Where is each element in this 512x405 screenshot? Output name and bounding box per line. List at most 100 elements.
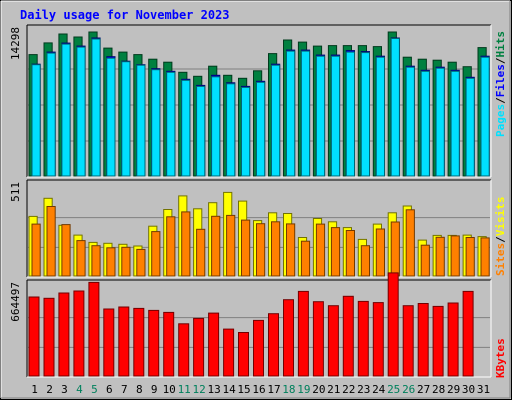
legend-pages: Pages	[494, 104, 507, 137]
bar-sites-day-8	[136, 248, 146, 277]
bar-pages-day-28	[435, 67, 445, 177]
bar-kbytes-day-15	[238, 332, 249, 377]
bar-kbytes-day-8	[133, 307, 145, 377]
bar-kbytes-day-6	[103, 308, 115, 377]
bar-kbytes-day-7	[118, 306, 130, 377]
panel-kbytes-legend: KBytes	[494, 338, 507, 378]
x-tick-label: 12	[192, 383, 205, 396]
bar-pages-day-9	[151, 69, 161, 177]
bar-sites-day-25	[390, 221, 400, 277]
bar-pages-day-21	[330, 55, 341, 177]
legend-sites: Sites	[494, 243, 507, 276]
bar-kbytes-day-13	[208, 312, 220, 377]
bar-pages-day-20	[315, 55, 326, 177]
panel-visits-max-label: 511	[9, 182, 22, 202]
bar-pages-day-8	[136, 64, 146, 177]
bar-pages-day-10	[166, 71, 176, 177]
series-pages	[31, 38, 490, 177]
bar-pages-day-17	[271, 64, 281, 177]
bar-pages-day-5	[91, 38, 101, 177]
x-tick-label: 11	[178, 383, 191, 396]
bar-sites-day-15	[241, 219, 251, 277]
legend-visits: Visits	[494, 197, 507, 237]
x-tick-label: 14	[222, 383, 236, 396]
bar-kbytes-day-22	[342, 295, 354, 377]
bar-sites-day-16	[256, 223, 266, 277]
bar-kbytes-day-19	[297, 290, 309, 377]
bar-pages-day-23	[360, 52, 370, 177]
bar-sites-day-22	[345, 230, 355, 277]
legend-separator: /	[494, 57, 507, 64]
panel-requests-legend: Pages/Files/Hits	[494, 31, 507, 137]
bar-pages-day-1	[31, 64, 41, 177]
x-tick-label: 5	[91, 383, 98, 396]
x-tick-label: 22	[342, 383, 355, 396]
chart-panels: 14298Pages/Files/Hits511Sites/Visits6644…	[9, 24, 507, 378]
bar-sites-day-19	[300, 240, 311, 277]
bar-sites-day-11	[181, 211, 191, 277]
bar-kbytes-day-4	[73, 290, 85, 377]
chart-title: Daily usage for November 2023	[20, 8, 230, 22]
panel-visits: 511 Sites/Visits	[9, 179, 507, 278]
svg-text:KBytes: KBytes	[494, 338, 507, 378]
bar-pages-day-24	[375, 56, 385, 177]
bar-kbytes-day-28	[432, 305, 444, 377]
bar-sites-day-31	[480, 237, 490, 277]
bar-sites-day-7	[121, 246, 131, 277]
x-tick-label: 9	[151, 383, 158, 396]
x-tick-label: 27	[417, 383, 430, 396]
bar-kbytes-day-11	[178, 323, 190, 377]
series-sites	[31, 206, 490, 277]
bar-sites-day-1	[31, 223, 41, 277]
bar-pages-day-12	[196, 85, 206, 177]
x-tick-label: 25	[387, 383, 400, 396]
bar-sites-day-2	[46, 206, 56, 277]
x-tick-label: 23	[357, 383, 370, 396]
bar-pages-day-22	[345, 51, 355, 177]
x-tick-label: 15	[237, 383, 250, 396]
bar-sites-day-24	[375, 228, 385, 277]
bar-pages-day-18	[286, 50, 296, 177]
bar-pages-day-6	[106, 57, 116, 177]
bar-pages-day-26	[405, 66, 415, 177]
bar-kbytes-day-29	[447, 302, 459, 377]
bar-kbytes-day-5	[88, 281, 100, 377]
bar-kbytes-day-30	[462, 290, 474, 377]
svg-text:Pages/Files/Hits: Pages/Files/Hits	[494, 31, 507, 137]
bar-kbytes-day-24	[372, 302, 384, 377]
legend-hits: Hits	[494, 31, 507, 58]
bar-pages-day-16	[256, 81, 266, 177]
bar-sites-day-4	[76, 240, 86, 277]
bar-kbytes-day-23	[357, 300, 369, 377]
bar-sites-day-17	[271, 221, 281, 277]
x-tick-label: 21	[327, 383, 340, 396]
x-tick-label: 16	[252, 383, 265, 396]
bar-sites-day-6	[106, 247, 116, 277]
panel-requests-max-label: 14298	[9, 27, 22, 60]
bar-sites-day-18	[286, 223, 296, 277]
bar-pages-day-19	[300, 50, 311, 177]
bar-kbytes-day-3	[58, 292, 70, 377]
bar-pages-day-29	[450, 70, 460, 177]
x-tick-label: 17	[267, 383, 280, 396]
bar-pages-day-25	[390, 38, 400, 177]
bar-sites-day-27	[420, 244, 430, 277]
panel-kbytes: 664497 KBytes	[9, 272, 507, 378]
bar-sites-day-30	[465, 237, 475, 277]
bar-sites-day-10	[166, 216, 176, 277]
bar-sites-day-23	[360, 245, 370, 277]
bar-kbytes-day-26	[402, 305, 414, 377]
bar-kbytes-day-9	[148, 309, 160, 377]
bar-sites-day-12	[196, 228, 206, 277]
bar-sites-day-26	[405, 209, 415, 277]
series-kbytes	[28, 272, 474, 377]
legend-kbytes: KBytes	[494, 338, 507, 378]
x-tick-label: 19	[297, 383, 310, 396]
x-tick-label: 24	[372, 383, 386, 396]
bar-kbytes-day-10	[163, 311, 175, 377]
x-tick-label: 30	[462, 383, 475, 396]
x-tick-label: 28	[432, 383, 445, 396]
